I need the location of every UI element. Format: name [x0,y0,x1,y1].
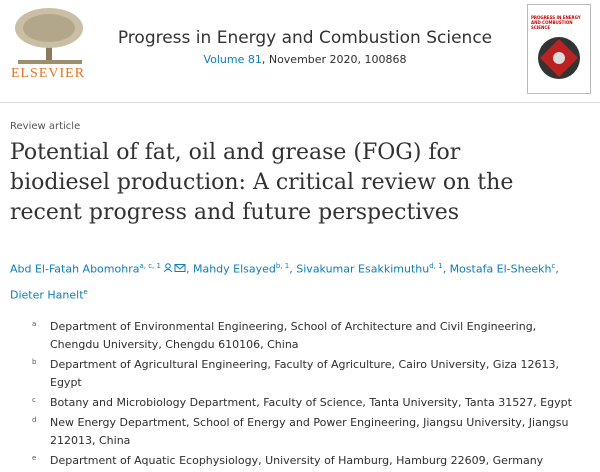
divider [0,102,600,103]
article-type: Review article [10,121,81,132]
author-sup[interactable]: b, 1 [275,262,290,270]
article-title: Potential of fat, oil and grease (FOG) f… [10,140,514,225]
volume-link[interactable]: Volume 81 [203,53,262,66]
affiliation: a Department of Environmental Engineering… [32,318,572,354]
affiliation-text: Department of Environmental Engineering,… [50,320,537,351]
author-separator: , [289,262,293,276]
cover-art [538,37,580,79]
affiliation-text: Department of Agricultural Engineering, … [50,358,560,389]
contact-icons[interactable] [163,262,186,273]
volume-line: Volume 81, November 2020, 100868 [100,53,510,66]
author-separator: , [555,262,559,276]
affiliation-label: d [32,416,37,424]
issue-info: , November 2020, 100868 [261,53,407,66]
affiliation-text: Botany and Microbiology Department, Facu… [50,396,572,409]
affiliation-label: b [32,358,37,366]
page: ELSEVIER Progress in Energy and Combusti… [0,4,600,467]
author-sup[interactable]: e [83,287,88,296]
author-list: Abd El-Fatah Abomohraa, c, 1, Mahdy Elsa… [10,255,585,306]
author-sup[interactable]: c [551,262,556,270]
publisher-logo [15,8,83,64]
author-sup[interactable]: d, 1 [429,262,443,270]
journal-cover[interactable]: PROGRESS IN ENERGY AND COMBUSTION SCIENC… [527,4,591,94]
publisher: ELSEVIER [10,66,86,81]
author-name[interactable]: Mahdy Elsayed [192,262,276,276]
journal-title[interactable]: Progress in Energy and Combustion Scienc… [117,28,493,48]
author-name[interactable]: Sivakumar Esakkimuthu [296,262,430,276]
affiliation-label: e [32,454,37,462]
author-name[interactable]: Dieter Hanelt [10,288,84,302]
affiliation-text: New Energy Department, School of Energy … [50,416,569,447]
affiliation-list: a Department of Environmental Engineering… [32,318,572,472]
author-separator: , [442,262,447,276]
affiliation: e Department of Aquatic Ecophysiology, Un… [32,452,572,470]
author-name[interactable]: Mostafa El-Sheekh [449,262,552,276]
cover-title: PROGRESS IN ENERGY AND COMBUSTION SCIENC… [531,15,581,30]
author-icons[interactable] [161,262,186,276]
author-name[interactable]: Abd El-Fatah Abomohra [10,262,140,276]
affiliation: b Department of Agricultural Engineering,… [32,356,572,392]
affiliation-label: c [32,396,36,404]
affiliation-label: a [32,320,37,328]
author-sup[interactable]: a, c, 1 [139,262,161,270]
affiliation: c Botany and Microbiology Department, Fac… [32,394,572,412]
author-separator: , [185,262,190,276]
affiliation: d New Energy Department, School of Energy… [32,414,572,450]
